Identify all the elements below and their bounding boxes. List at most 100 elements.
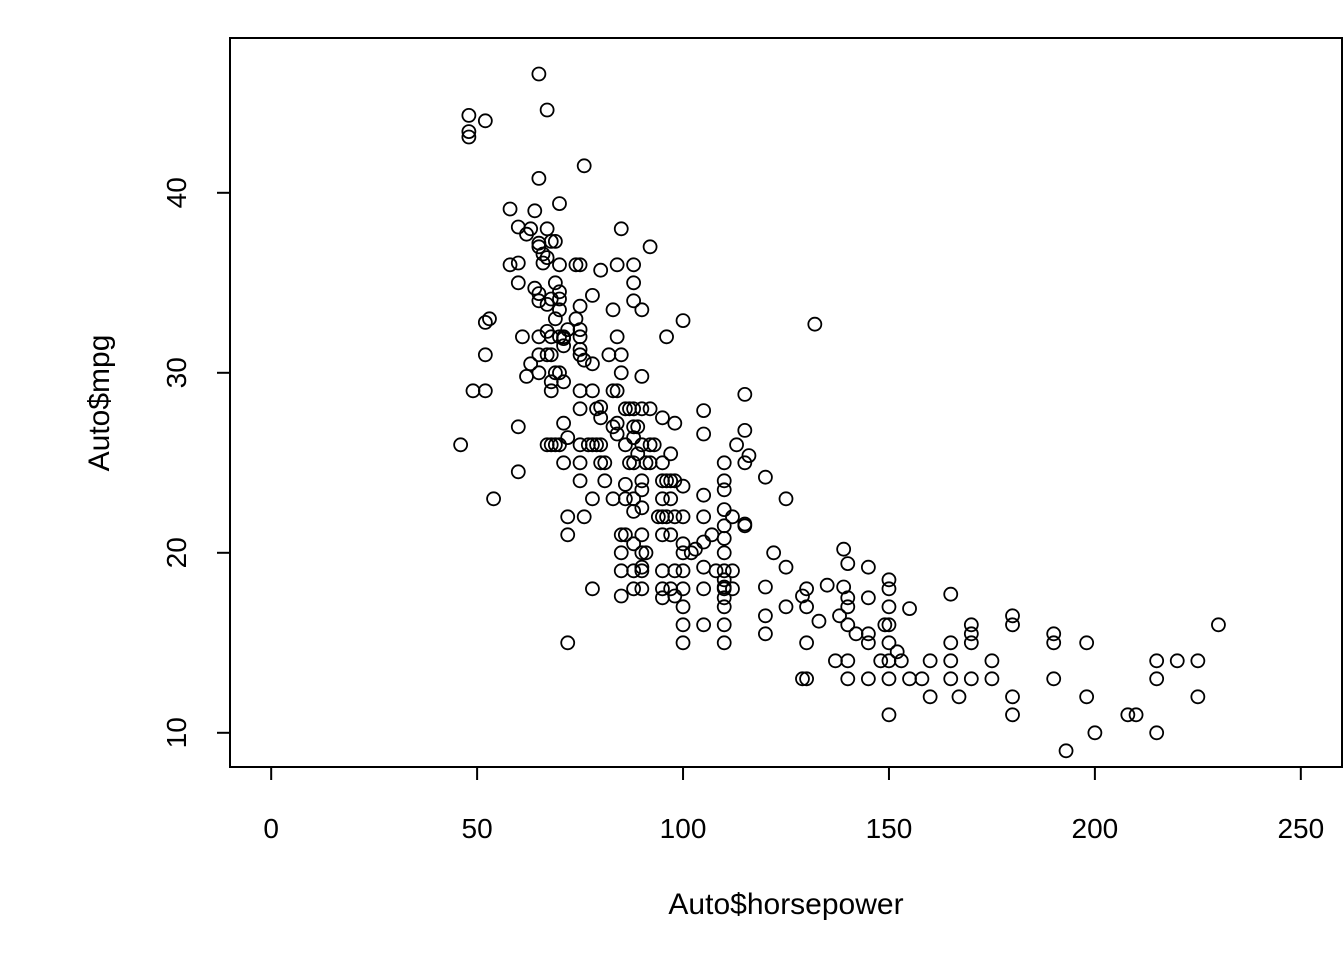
data-point [593, 262, 609, 278]
data-point [963, 626, 979, 642]
data-point [725, 509, 740, 525]
data-point [642, 239, 658, 255]
data-point [626, 581, 642, 597]
data-point [552, 437, 567, 453]
data-point [543, 233, 559, 249]
data-point [860, 559, 876, 575]
data-point [1005, 608, 1020, 624]
data-point [531, 66, 547, 82]
data-point [461, 124, 477, 140]
data-point [539, 250, 555, 266]
data-point [675, 313, 691, 329]
data-point [605, 302, 621, 318]
data-point [502, 201, 518, 217]
data-point [963, 617, 979, 633]
data-point [630, 419, 646, 435]
x-axis: 0 50 100 150 200 250 [263, 766, 1324, 844]
data-point [597, 455, 613, 471]
data-point [510, 219, 526, 235]
data-point [696, 534, 712, 550]
data-point [708, 563, 724, 579]
data-point [609, 415, 625, 431]
data-point [572, 401, 588, 417]
data-point [585, 491, 600, 507]
data-point [568, 257, 584, 273]
data-point [552, 257, 567, 273]
data-point [914, 671, 930, 687]
data-point [552, 302, 567, 318]
data-point [832, 608, 847, 624]
data-point [617, 401, 633, 417]
data-point [675, 635, 691, 651]
data-point [659, 509, 674, 525]
data-point [634, 302, 650, 318]
data-point [675, 581, 691, 597]
data-point [585, 437, 600, 453]
data-point [675, 599, 691, 615]
data-point [543, 291, 559, 307]
data-point [881, 599, 897, 615]
data-point [696, 509, 712, 525]
y-tick-label: 10 [161, 717, 192, 748]
data-point [667, 563, 683, 579]
data-point [799, 671, 814, 687]
data-point [477, 347, 493, 363]
data-point [737, 455, 753, 471]
data-point [1058, 743, 1074, 759]
data-point [477, 314, 493, 330]
x-tick-label: 200 [1072, 813, 1119, 844]
data-point [663, 446, 679, 462]
data-point [461, 129, 477, 145]
data-point [597, 473, 613, 489]
data-point [1149, 653, 1165, 669]
data-point [613, 365, 629, 381]
data-point [585, 383, 600, 399]
data-point [617, 527, 633, 543]
data-point [716, 455, 732, 471]
data-point [655, 455, 670, 471]
data-point [655, 581, 670, 597]
data-point [716, 581, 732, 597]
data-point [675, 617, 691, 633]
data-point [593, 455, 609, 471]
data-point [626, 293, 642, 309]
data-point [811, 613, 827, 629]
data-point [1190, 689, 1206, 705]
data-point [626, 401, 642, 417]
data-point [572, 298, 588, 314]
x-tick-label: 0 [263, 813, 279, 844]
data-point [840, 617, 856, 633]
data-point [799, 599, 814, 615]
data-point [1005, 707, 1020, 723]
data-point [585, 356, 600, 372]
data-point [461, 108, 477, 123]
data-point [539, 102, 555, 118]
data-point [556, 331, 571, 347]
data-point [696, 487, 712, 503]
data-point [840, 653, 856, 669]
data-point [683, 545, 699, 561]
y-tick-label: 20 [161, 537, 192, 568]
data-point [576, 352, 592, 368]
data-point [799, 581, 814, 597]
data-point [556, 338, 571, 354]
data-point [1120, 707, 1136, 723]
data-point [778, 559, 794, 575]
data-point [1046, 635, 1062, 651]
data-point [547, 365, 563, 381]
data-point [613, 563, 629, 579]
data-point [634, 482, 650, 498]
data-point [626, 563, 642, 579]
data-point [613, 545, 629, 561]
data-point [984, 671, 1000, 687]
data-point [696, 403, 712, 419]
data-point [556, 455, 571, 471]
data-point [523, 356, 539, 372]
data-point [840, 671, 856, 687]
data-point [655, 491, 670, 507]
data-point [873, 653, 889, 669]
data-point [630, 446, 646, 462]
data-point [716, 502, 732, 518]
data-point [1046, 626, 1062, 642]
